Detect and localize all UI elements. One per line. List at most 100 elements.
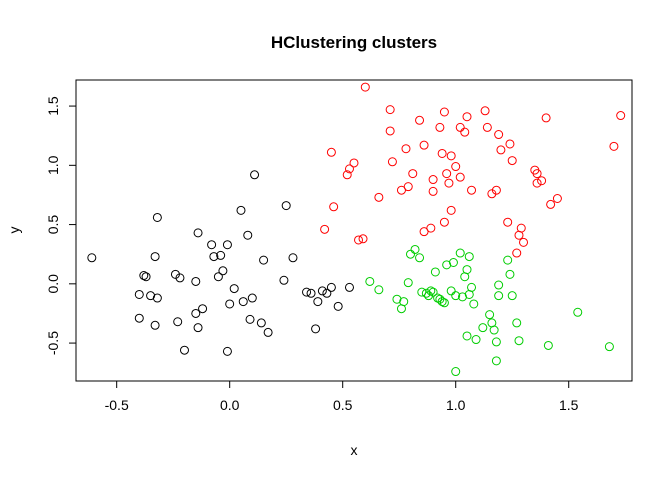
data-point [175,273,185,283]
data-point [428,186,438,196]
data-point [507,291,517,301]
data-point [455,172,465,182]
data-point [302,287,312,297]
data-point [419,140,429,150]
data-point [442,169,452,179]
data-point [478,323,488,333]
data-point [604,342,614,352]
data-point [354,235,364,245]
data-point [541,113,551,123]
data-point [462,112,472,122]
data-point [213,272,223,282]
data-point [467,185,477,195]
data-point [256,318,266,328]
data-point [150,320,160,330]
x-axis: -0.5 0.0 0.5 1.0 1.5 [105,380,579,413]
data-point [491,185,501,195]
y-tick-label: 0.0 [45,274,61,294]
data-point [491,356,501,366]
x-tick-label: 0.5 [333,397,353,413]
data-point [173,317,183,327]
data-point [408,169,418,179]
data-point [279,275,289,285]
data-point [451,367,461,377]
data-point [457,292,467,302]
data-point [489,325,499,335]
y-axis: -0.5 0.0 0.5 1.0 1.5 [45,96,77,355]
data-point [446,205,456,215]
data-point [415,253,425,263]
data-point [505,139,515,149]
data-point [198,304,208,314]
data-point [229,284,239,294]
data-point [247,293,257,303]
plot-frame [75,79,633,382]
data-point [139,271,149,281]
data-point [480,106,490,116]
data-point [222,240,232,250]
y-tick-label: 1.0 [45,155,61,175]
data-point [146,291,156,301]
data-point [455,122,465,132]
data-point [410,244,420,254]
data-point [426,223,436,233]
data-point [333,301,343,311]
data-point [503,217,513,227]
data-point [455,248,465,258]
data-point [288,253,298,263]
x-tick-label: 1.0 [446,397,466,413]
data-point [419,227,429,237]
data-point [421,288,431,298]
data-point [360,82,370,92]
data-point [532,169,542,179]
data-point [505,269,515,279]
data-point [439,298,449,308]
data-point [494,291,504,301]
data-point [358,234,368,244]
data-point [134,313,144,323]
data-point [207,240,217,250]
data-point [512,318,522,328]
x-tick-label: 0.0 [220,397,240,413]
data-point [435,122,445,132]
data-point [222,346,232,356]
data-point [519,237,529,247]
data-point [399,297,409,307]
data-point [482,122,492,132]
data-point [342,170,352,180]
data-point [317,286,327,296]
y-tick-label: 0.5 [45,215,61,235]
data-point [415,115,425,125]
data-point [392,294,402,304]
data-point [326,147,336,157]
data-point [546,199,556,209]
data-point [403,278,413,288]
data-point [313,297,323,307]
data-point [552,194,562,204]
data-point [616,111,626,121]
data-point [326,282,336,292]
data-point [439,217,449,227]
data-point [193,323,203,333]
data-point [448,257,458,267]
data-point [193,228,203,238]
data-point [496,145,506,155]
data-point [514,336,524,346]
data-point [403,182,413,192]
data-point [152,293,162,303]
data-point [451,162,461,172]
data-point [209,252,219,262]
data-point [281,201,291,211]
data-point [451,291,461,301]
data-point [152,212,162,222]
data-point [503,255,513,265]
data-point [329,202,339,212]
data-point [245,314,255,324]
data-point [467,282,477,292]
data-point [437,297,447,307]
data-point [507,156,517,166]
data-point [609,141,619,151]
data-point [218,266,228,276]
data-point [471,335,481,345]
